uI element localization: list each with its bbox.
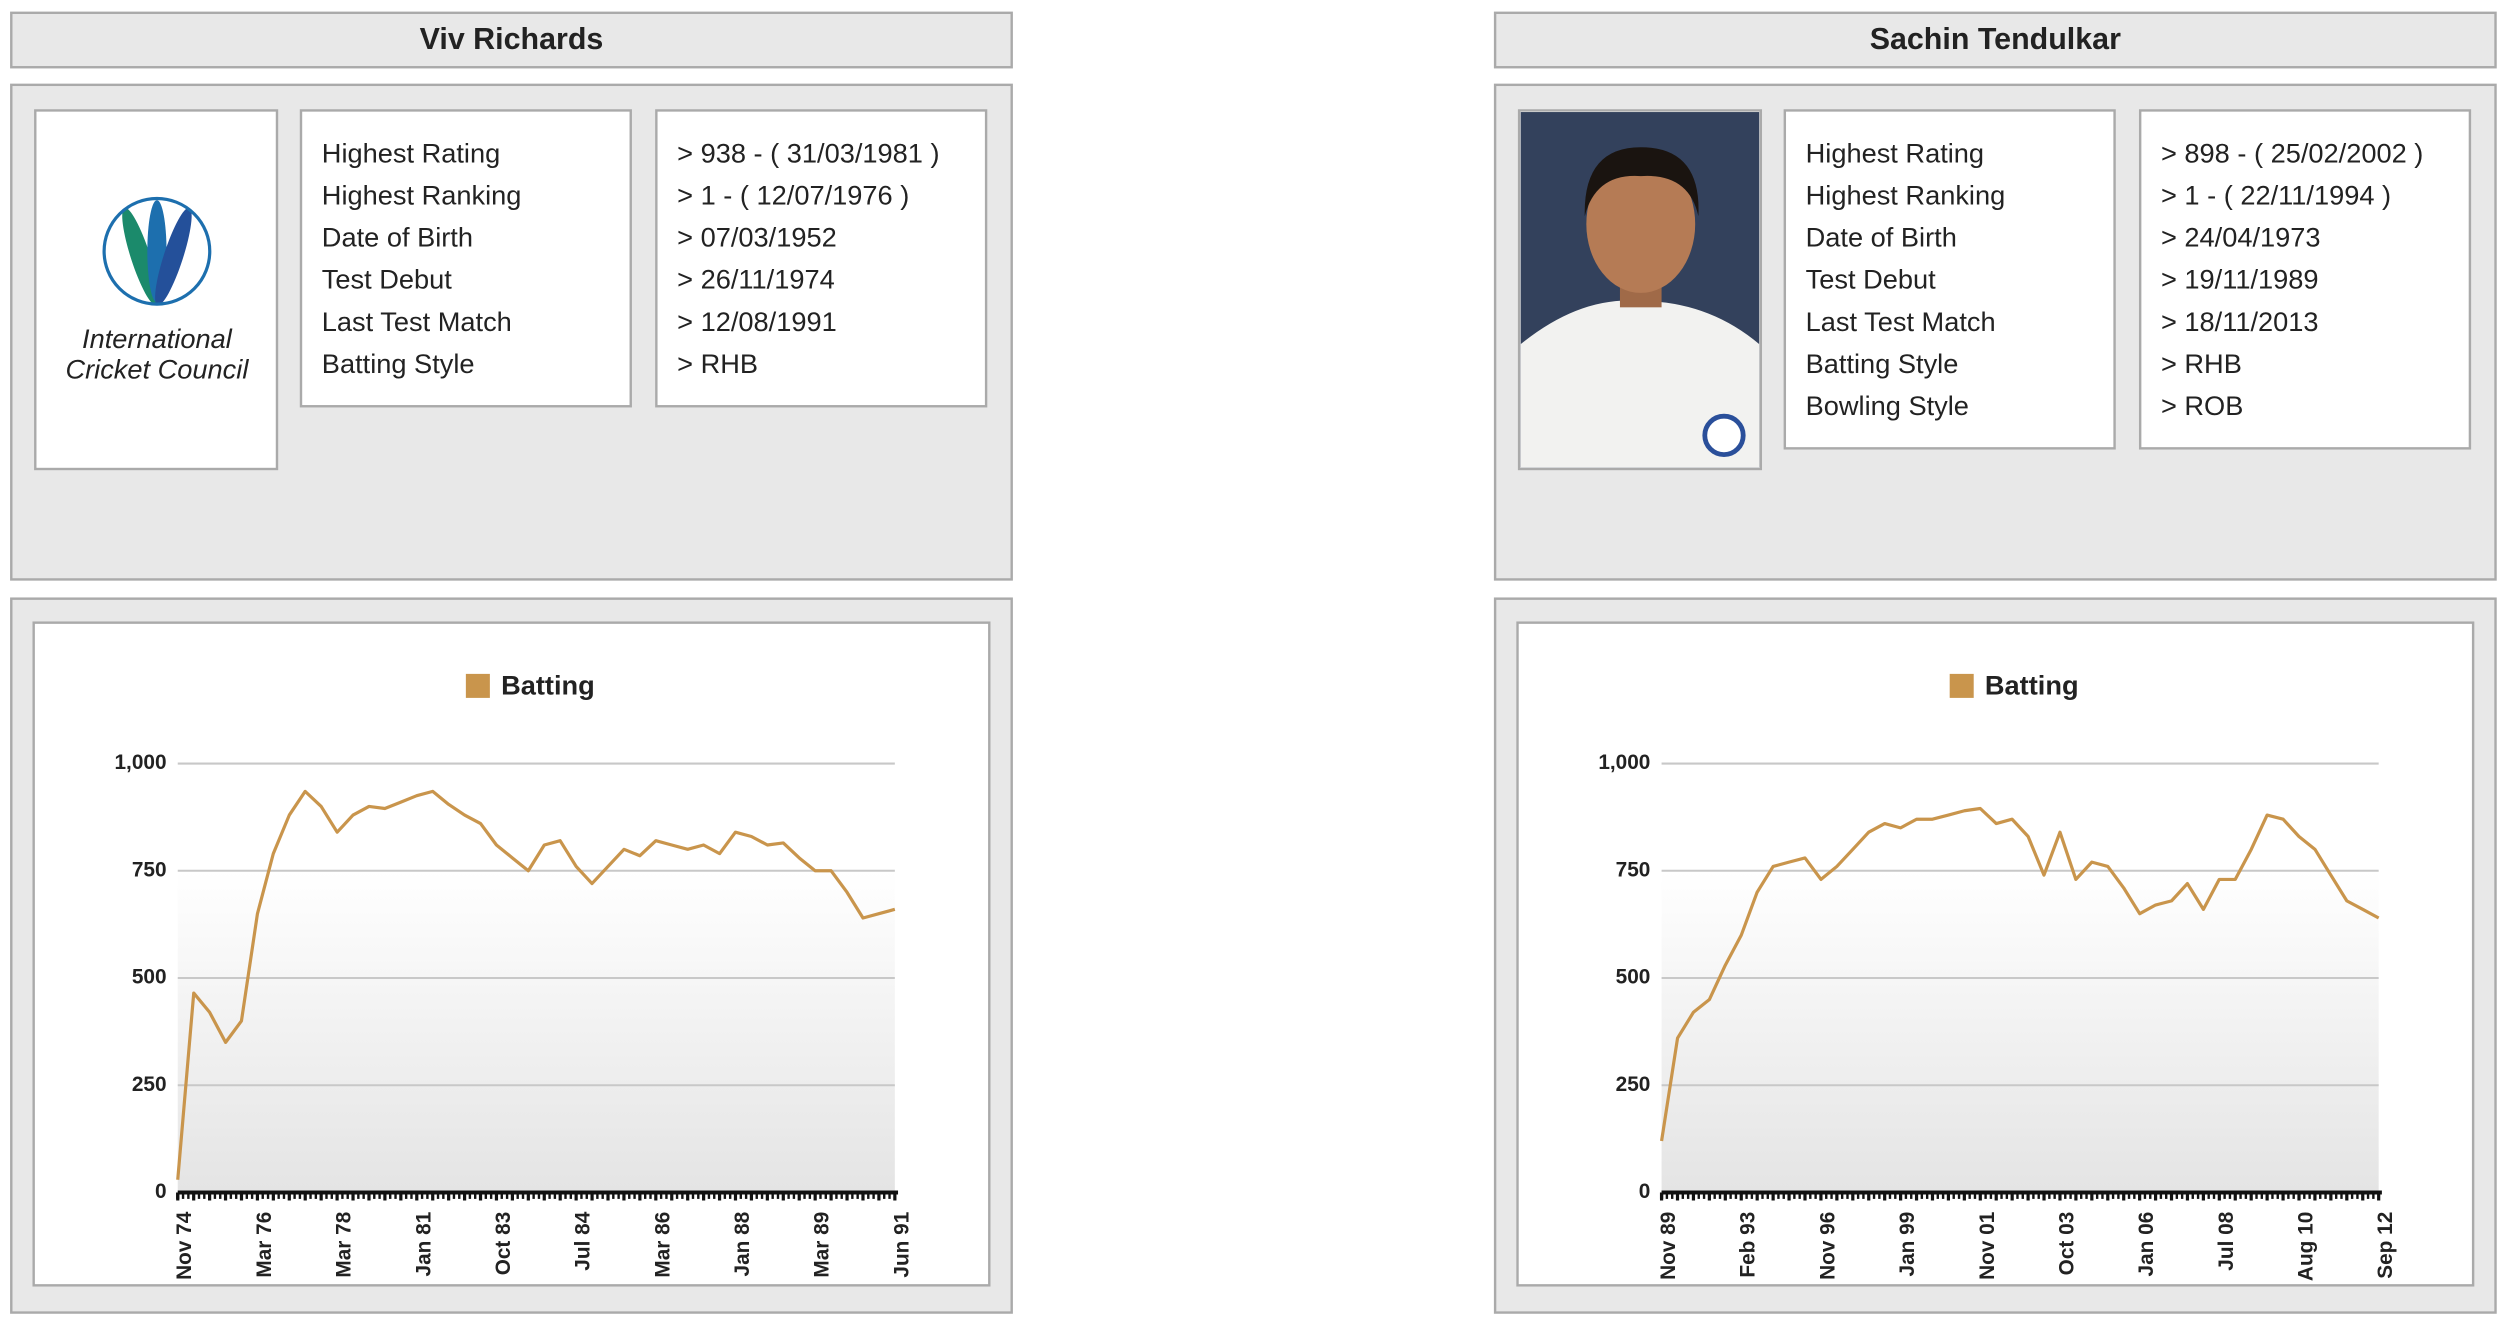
y-tick-label: 500 [1616, 966, 1651, 989]
info-value: > 898 - ( 25/02/2002 ) [2161, 137, 2423, 168]
player-name: Sachin Tendulkar [1870, 22, 2121, 56]
player-name: Viv Richards [420, 22, 604, 56]
legend-swatch [1949, 673, 1974, 698]
plot-background [1661, 870, 2379, 1193]
plot-background [177, 870, 895, 1193]
x-tick-label: Oct 03 [2055, 1212, 2078, 1276]
info-label: Date of Birth [1806, 222, 1957, 253]
legend-swatch [465, 673, 490, 698]
info-value: > 12/08/1991 [677, 306, 837, 337]
data-line [1659, 806, 2380, 1142]
info-value: > RHB [677, 348, 758, 379]
x-tick-label: Jul 84 [572, 1211, 595, 1270]
info-label: Highest Rating [322, 137, 500, 168]
x-tick-label: Jul 08 [2215, 1212, 2238, 1271]
logo-stripe [155, 207, 192, 306]
y-tick-label: 250 [132, 1073, 167, 1096]
y-tick-label: 500 [132, 966, 167, 989]
info-label: Test Debut [322, 264, 452, 295]
info-value: > 1 - ( 22/11/1994 ) [2161, 180, 2391, 211]
legend-label: Batting [1985, 670, 2079, 701]
y-tick-label: 0 [1639, 1180, 1651, 1203]
photo-shirt [1520, 300, 1760, 468]
x-tick-label: Jan 06 [2135, 1212, 2158, 1277]
labels-box [299, 109, 632, 408]
x-tick-label: Nov 96 [1816, 1212, 1839, 1280]
logo-text: International [82, 323, 233, 354]
photo-face [1586, 155, 1696, 293]
info-label: Highest Ranking [322, 180, 522, 211]
x-tick-label: Mar 78 [333, 1212, 356, 1278]
info-label: Date of Birth [322, 222, 473, 253]
info-value: > RHB [2161, 348, 2242, 379]
y-tick-label: 750 [132, 858, 167, 881]
x-tick-label: Oct 83 [492, 1212, 515, 1276]
info-value: > 19/11/1989 [2161, 264, 2319, 295]
info-label: Batting Style [1806, 348, 1959, 379]
legend-label: Batting [501, 670, 595, 701]
info-label: Highest Rating [1806, 137, 1984, 168]
logo-globe [102, 196, 212, 306]
labels-box [1783, 109, 2116, 450]
photo-badge [1702, 413, 1746, 457]
header-bar [1493, 11, 2497, 69]
y-tick-label: 0 [155, 1180, 167, 1203]
x-tick-label: Jan 99 [1896, 1212, 1919, 1277]
y-tick-label: 1,000 [1598, 751, 1650, 774]
y-tick-label: 1,000 [114, 751, 166, 774]
x-tick-label: Jan 81 [412, 1212, 435, 1277]
x-tick-label: Aug 10 [2295, 1212, 2318, 1281]
x-tick-label: Jun 91 [890, 1212, 913, 1278]
y-tick-label: 750 [1616, 858, 1651, 881]
values-box [655, 109, 988, 408]
info-value: > 938 - ( 31/03/1981 ) [677, 137, 939, 168]
logo-text: Cricket Council [65, 354, 249, 385]
x-tick-label: Mar 89 [811, 1212, 834, 1278]
info-label: Bowling Style [1806, 390, 1969, 421]
data-line [176, 789, 896, 1180]
info-label: Last Test Match [322, 306, 512, 337]
info-label: Batting Style [322, 348, 475, 379]
photo-hair [1584, 147, 1699, 217]
info-value: > 24/04/1973 [2161, 222, 2321, 253]
x-tick-label: Nov 01 [1976, 1212, 1999, 1280]
x-tick-label: Jan 88 [731, 1212, 754, 1277]
x-tick-label: Mar 76 [253, 1212, 276, 1278]
x-tick-label: Nov 74 [173, 1211, 196, 1280]
info-label: Highest Ranking [1806, 180, 2006, 211]
info-label: Test Debut [1806, 264, 1936, 295]
info-value: > ROB [2161, 390, 2243, 421]
y-tick-label: 250 [1616, 1073, 1651, 1096]
x-tick-label: Feb 93 [1737, 1212, 1760, 1278]
info-value: > 26/11/1974 [677, 264, 835, 295]
info-value: > 07/03/1952 [677, 222, 837, 253]
x-tick-label: Mar 86 [651, 1212, 674, 1278]
values-box [2138, 109, 2472, 450]
info-value: > 1 - ( 12/07/1976 ) [677, 180, 909, 211]
info-value: > 18/11/2013 [2161, 306, 2319, 337]
x-tick-label: Sep 12 [2374, 1212, 2397, 1279]
info-label: Last Test Match [1806, 306, 1996, 337]
x-tick-label: Nov 89 [1657, 1212, 1680, 1280]
header-bar [10, 11, 1013, 69]
icc-logo [102, 196, 212, 306]
